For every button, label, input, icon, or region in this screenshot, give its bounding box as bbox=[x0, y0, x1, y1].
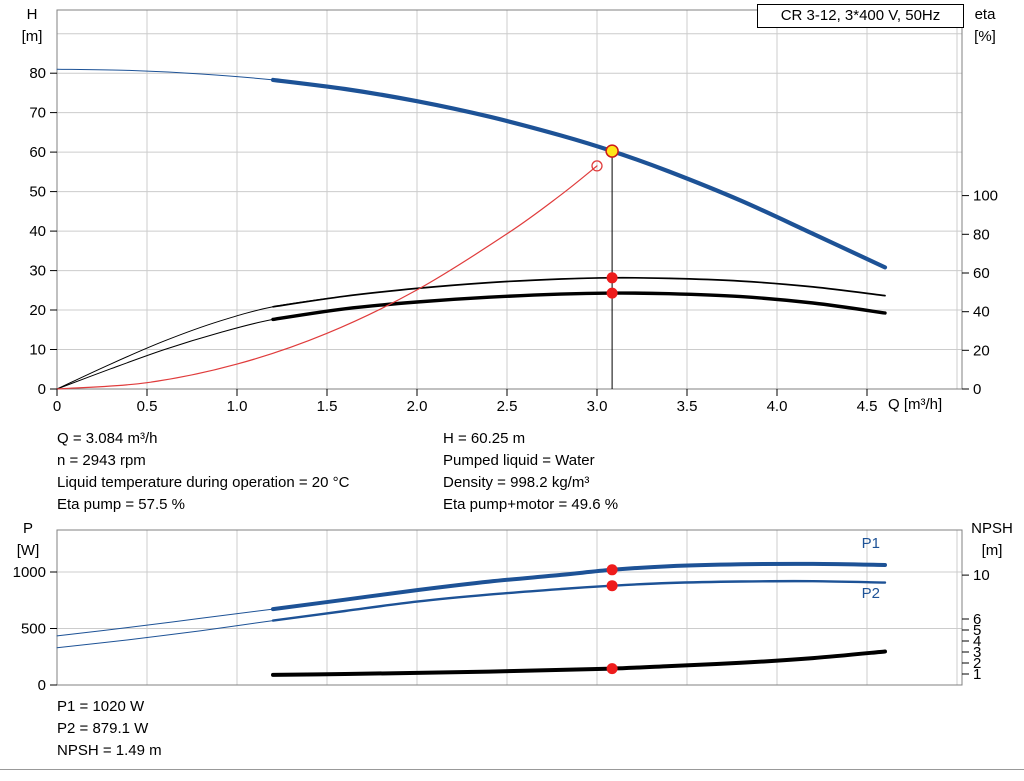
tick-label: 1.0 bbox=[227, 398, 248, 415]
plot-border bbox=[56, 529, 963, 686]
tick-label: 4 bbox=[973, 633, 981, 650]
tick-label: 50 bbox=[29, 184, 46, 201]
tick-label: 20 bbox=[973, 342, 990, 359]
curve-NPSH bbox=[271, 649, 887, 677]
info-line-q: Q = 3.084 m³/h bbox=[57, 430, 158, 447]
operating-point-dot bbox=[606, 564, 618, 576]
tick-label: 3 bbox=[973, 644, 981, 661]
duty-info-column-1: Q = 3.084 m³/h n = 2943 rpm Liquid tempe… bbox=[57, 428, 349, 516]
curve-P2-thick bbox=[271, 579, 887, 622]
h-axis-unit: [m] bbox=[21, 28, 43, 45]
curve-eta-pump-motor bbox=[56, 292, 886, 390]
operating-point-dot bbox=[606, 580, 618, 592]
duty-info-column-2: H = 60.25 m Pumped liquid = Water Densit… bbox=[443, 428, 618, 516]
grid bbox=[57, 10, 962, 389]
npsh-axis-title: NPSH [m] bbox=[964, 518, 1020, 562]
series-label-P1: P1 bbox=[862, 535, 880, 552]
grid bbox=[57, 530, 962, 685]
result-p2: P2 = 879.1 W bbox=[57, 720, 149, 737]
curve-eta-pump bbox=[56, 277, 886, 390]
tick-label: 60 bbox=[29, 144, 46, 161]
result-values: P1 = 1020 W P2 = 879.1 W NPSH = 1.49 m bbox=[57, 696, 162, 762]
eta-axis-title: eta [%] bbox=[963, 4, 1007, 48]
eta-axis-unit: [%] bbox=[974, 28, 996, 45]
page-bottom-rule bbox=[0, 769, 1024, 770]
tick-label: 10 bbox=[29, 342, 46, 359]
tick-label: 3.0 bbox=[587, 398, 608, 415]
tick-label: 3.5 bbox=[677, 398, 698, 415]
info-line-density: Density = 998.2 kg/m³ bbox=[443, 474, 590, 491]
tick-label: 1000 bbox=[13, 564, 46, 581]
p-axis-title: P [W] bbox=[9, 518, 47, 562]
h-axis-label: H bbox=[26, 6, 38, 23]
tick-label: 500 bbox=[21, 621, 46, 638]
curve-eta-pump-motor-thick bbox=[271, 291, 887, 322]
curve-P1 bbox=[56, 563, 886, 637]
result-p1: P1 = 1020 W bbox=[57, 698, 145, 715]
pump-model-title-box: CR 3-12, 3*400 V, 50Hz bbox=[757, 4, 964, 28]
curve-P1-thick bbox=[271, 561, 887, 612]
requested-point-marker bbox=[591, 160, 603, 172]
tick-label: 40 bbox=[973, 304, 990, 321]
curve-eta-pump-thick bbox=[272, 276, 886, 308]
tick-label: 4.5 bbox=[857, 398, 878, 415]
operating-point-dot bbox=[606, 287, 618, 299]
info-line-speed: n = 2943 rpm bbox=[57, 452, 146, 469]
tick-label: 100 bbox=[973, 188, 998, 205]
curve-system-curve bbox=[56, 165, 598, 390]
info-line-head: H = 60.25 m bbox=[443, 430, 526, 447]
tick-label: 5 bbox=[973, 622, 981, 639]
tick-label: 2 bbox=[973, 655, 981, 672]
tick-label: 4.0 bbox=[767, 398, 788, 415]
p-axis-unit: [W] bbox=[16, 542, 40, 559]
tick-label: 6 bbox=[973, 611, 981, 628]
tick-label: 30 bbox=[29, 263, 46, 280]
tick-label: 60 bbox=[973, 265, 990, 282]
tick-label: 70 bbox=[29, 105, 46, 122]
tick-label: 1 bbox=[973, 666, 981, 683]
tick-label: 10 bbox=[973, 567, 990, 584]
tick-label: 80 bbox=[973, 226, 990, 243]
curve-QH-head bbox=[56, 68, 886, 268]
npsh-axis-unit: [m] bbox=[981, 542, 1003, 559]
pump-performance-chart: 0 10 20 30 40 50 60 70 80 0 20 40 60 80 100 0 0.5 1.0 1.5 2… bbox=[29, 9, 998, 415]
tick-label: 0 bbox=[973, 381, 981, 398]
tick-label: 20 bbox=[29, 302, 46, 319]
info-line-liquid: Pumped liquid = Water bbox=[443, 452, 595, 469]
tick-label: 40 bbox=[29, 223, 46, 240]
result-npsh: NPSH = 1.49 m bbox=[57, 742, 162, 759]
tick-label: 80 bbox=[29, 65, 46, 82]
series-label-P2: P2 bbox=[862, 585, 880, 602]
operating-point-dot bbox=[606, 663, 618, 675]
eta-axis-label: eta bbox=[974, 6, 996, 23]
info-line-eta-pump: Eta pump = 57.5 % bbox=[57, 496, 185, 513]
operating-point-dot bbox=[606, 272, 618, 284]
axis-ticks bbox=[50, 571, 969, 686]
curve-QH-head-thick bbox=[270, 77, 888, 270]
tick-label: 2.5 bbox=[497, 398, 518, 415]
axis-ticks bbox=[50, 72, 969, 396]
info-line-eta-pump-motor: Eta pump+motor = 49.6 % bbox=[443, 496, 619, 513]
tick-label: 0.5 bbox=[137, 398, 158, 415]
q-axis-label: Q [m³/h] bbox=[888, 396, 943, 413]
p-axis-label: P bbox=[22, 520, 33, 537]
plot-border bbox=[56, 9, 963, 390]
tick-label: 0 bbox=[53, 398, 61, 415]
duty-point-marker bbox=[605, 144, 619, 158]
tick-label: 0 bbox=[38, 677, 46, 694]
curve-P2 bbox=[56, 580, 886, 649]
tick-label: 0 bbox=[38, 381, 46, 398]
info-line-temperature: Liquid temperature during operation = 20… bbox=[57, 474, 350, 491]
h-axis-title: H [m] bbox=[13, 4, 51, 48]
tick-label: 2.0 bbox=[407, 398, 428, 415]
tick-label: 1.5 bbox=[317, 398, 338, 415]
npsh-axis-label: NPSH bbox=[971, 520, 1013, 537]
